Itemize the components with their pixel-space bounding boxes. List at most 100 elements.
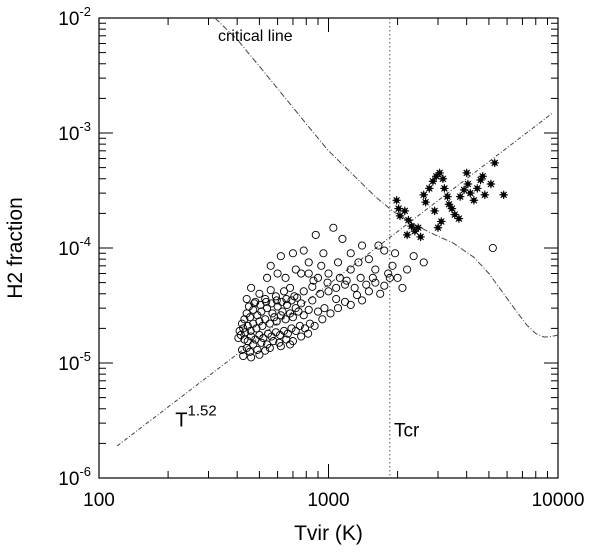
data-point-circle [317, 261, 326, 270]
data-point-circle [308, 296, 317, 305]
y-tick-exponent: -5 [79, 349, 91, 364]
asterisk-stroke [436, 169, 443, 177]
data-point-circle [253, 311, 262, 320]
data-point-circle [342, 276, 351, 285]
data-point-circle [262, 297, 271, 306]
data-point-circle [356, 273, 365, 282]
data-point-asterisk [404, 215, 413, 225]
data-point-circle [357, 296, 367, 305]
data-point-circle [357, 241, 367, 250]
data-point-circle [249, 340, 258, 349]
data-point-circle [276, 252, 285, 261]
y-tick-exponent: -6 [79, 464, 91, 479]
data-point-circle [259, 333, 268, 343]
power-law-base: T [175, 410, 187, 432]
asterisk-stroke [408, 222, 415, 230]
data-point-circle [324, 287, 333, 296]
asterisk-stroke [441, 185, 448, 192]
data-point-circle [333, 304, 343, 313]
data-point-asterisk [486, 179, 496, 189]
data-point-circle [318, 315, 327, 324]
data-point-circle [291, 265, 300, 274]
data-point-asterisk [430, 206, 439, 216]
data-point-asterisk [392, 196, 401, 205]
curves-layer [116, 18, 558, 478]
data-point-circle [340, 280, 350, 289]
asterisk-stroke [439, 175, 447, 183]
asterisk-stroke [420, 191, 428, 199]
data-point-circle [371, 265, 380, 274]
data-point-asterisk [490, 158, 499, 168]
data-point-asterisk [444, 200, 454, 209]
data-point-circle [308, 282, 317, 291]
data-point-asterisk [400, 206, 409, 216]
data-point-circle [374, 241, 383, 250]
asterisk-stroke [460, 186, 468, 194]
data-point-circle [250, 299, 259, 308]
data-point-circle [354, 258, 363, 267]
data-point-circle [286, 340, 295, 349]
data-point-asterisk [402, 230, 412, 240]
data-point-circle [332, 294, 341, 304]
data-point-circle [299, 287, 308, 296]
data-point-circle [380, 281, 389, 290]
asterisk-stroke [417, 233, 424, 241]
data-point-circle [376, 289, 385, 298]
data-point-circle [237, 319, 247, 328]
data-point-circle [335, 273, 344, 282]
data-point-asterisk [407, 221, 416, 231]
data-point-circle [276, 342, 285, 351]
data-point-circle [313, 273, 323, 282]
data-point-circle [261, 346, 270, 355]
data-point-asterisk [462, 168, 471, 178]
data-point-circle [393, 273, 402, 282]
y-tick-base: 10 [58, 9, 79, 30]
data-point-asterisk [499, 190, 508, 200]
data-point-circle [257, 338, 266, 347]
power-law-line [116, 112, 554, 447]
data-point-asterisk [438, 174, 448, 184]
power-law-label: T1.52 [175, 403, 216, 432]
x-axis-title: Tvir (K) [294, 522, 363, 545]
data-point-circle [255, 289, 264, 298]
y-tick-exponent: -3 [79, 119, 91, 134]
data-point-circle [323, 278, 332, 287]
data-point-circle [368, 273, 377, 282]
data-point-asterisk [419, 190, 428, 200]
asterisk-stroke [422, 198, 429, 206]
data-point-circle [286, 309, 295, 318]
data-point-circle [419, 258, 428, 267]
ticks-layer [98, 18, 558, 479]
data-point-circle [245, 347, 255, 356]
asterisk-stroke [466, 189, 474, 197]
data-point-circle [320, 304, 329, 313]
data-point-circle [267, 332, 276, 341]
data-point-circle [247, 332, 256, 341]
data-point-asterisk [463, 179, 473, 189]
data-point-asterisk [480, 190, 489, 200]
data-point-circle [242, 294, 251, 304]
data-point-circle [266, 286, 275, 295]
data-point-circle [234, 333, 243, 343]
data-point-circle [333, 258, 343, 267]
data-point-circle [338, 234, 347, 243]
asterisk-stroke [500, 191, 508, 199]
data-point-asterisk [454, 214, 464, 223]
data-point-asterisk [425, 184, 434, 193]
asterisk-stroke [481, 191, 489, 199]
data-point-circle [316, 289, 325, 298]
data-point-asterisk [421, 197, 430, 207]
data-point-circle [380, 246, 389, 255]
asterisk-stroke [464, 180, 472, 188]
data-point-asterisk [394, 204, 403, 213]
y-tick-exponent: -2 [79, 4, 91, 19]
y-axis-title: H2 fraction [4, 197, 27, 299]
data-point-circle [409, 252, 418, 261]
data-point-asterisk [437, 217, 446, 226]
y-tick-base: 10 [58, 354, 79, 375]
data-point-circle [270, 313, 279, 322]
x-tick-label: 100 [83, 490, 115, 511]
points-layer [234, 158, 508, 362]
